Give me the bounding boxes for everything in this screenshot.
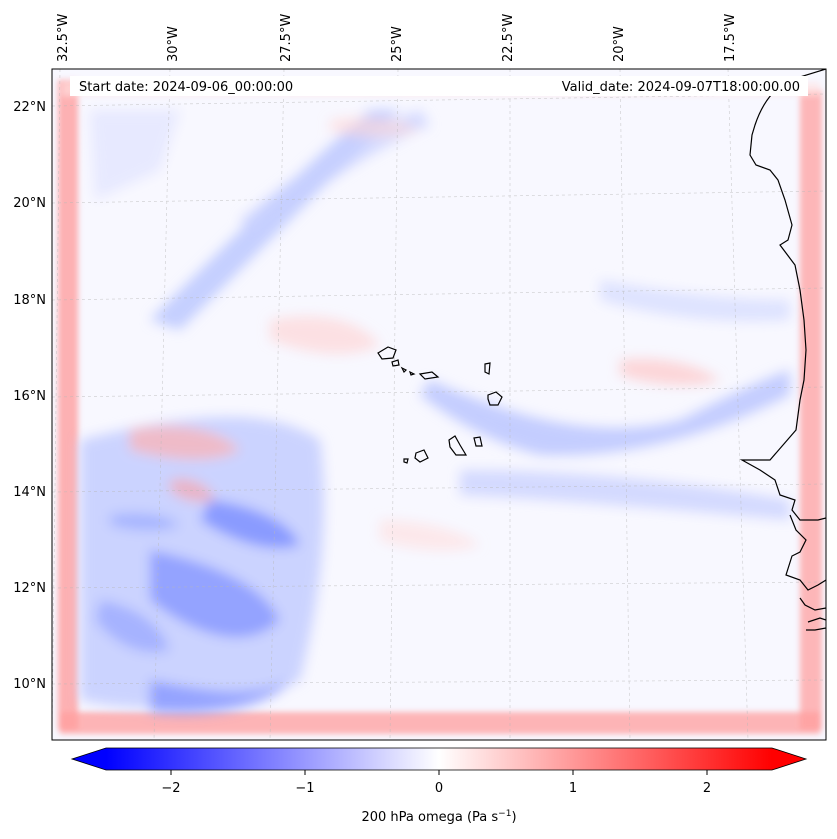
colorbar-tick-label: 1	[569, 781, 577, 796]
colorbar-tick-label: 2	[703, 781, 711, 796]
longitude-labels: 32.5°W 30°W 27.5°W 25°W 22.5°W 20°W 17.5…	[56, 14, 738, 62]
colorbar-tick-label: −1	[295, 781, 314, 796]
lat-label: 14°N	[13, 485, 46, 500]
colorbar-title-close: )	[511, 810, 516, 825]
latitude-labels: 22°N 20°N 18°N 16°N 14°N 12°N 10°N	[13, 100, 46, 692]
lat-label: 22°N	[13, 100, 46, 115]
colorbar-ticks	[170, 770, 708, 775]
lon-label: 27.5°W	[279, 14, 294, 62]
lon-label: 25°W	[390, 26, 405, 62]
map-panel: Start date: 2024-09-06_00:00:00 Valid_da…	[52, 69, 826, 740]
colorbar-tick-label: −2	[161, 781, 180, 796]
colorbar-extend-min	[72, 748, 106, 770]
coastline-west-africa	[739, 69, 826, 631]
colorbar-tick-label: 0	[435, 781, 443, 796]
gridlines	[52, 69, 826, 740]
lat-label: 20°N	[13, 196, 46, 211]
lon-label: 32.5°W	[56, 14, 71, 62]
map-frame	[51, 68, 827, 741]
lon-label: 22.5°W	[501, 14, 516, 62]
lat-label: 16°N	[13, 389, 46, 404]
lon-label: 20°W	[612, 26, 627, 62]
colorbar-title: 200 hPa omega (Pa s−1)	[361, 809, 516, 825]
colorbar: −2 −1 0 1 2 200 hPa omega (Pa s−1)	[70, 747, 808, 825]
lat-label: 12°N	[13, 581, 46, 596]
colorbar-outline	[70, 747, 808, 771]
lon-label: 30°W	[166, 26, 181, 62]
lat-label: 10°N	[13, 677, 46, 692]
colorbar-title-text: 200 hPa omega (Pa s	[361, 810, 498, 825]
start-date-label: Start date: 2024-09-06_00:00:00	[79, 80, 293, 95]
lon-label: 17.5°W	[723, 14, 738, 62]
colorbar-extend-max	[772, 748, 806, 770]
cape-verde-islands	[377, 346, 503, 464]
colorbar-title-exponent: −1	[498, 809, 511, 819]
lat-label: 18°N	[13, 293, 46, 308]
colorbar-gradient	[106, 748, 772, 770]
valid-date-label: Valid_date: 2024-09-07T18:00:00.00	[562, 80, 800, 95]
